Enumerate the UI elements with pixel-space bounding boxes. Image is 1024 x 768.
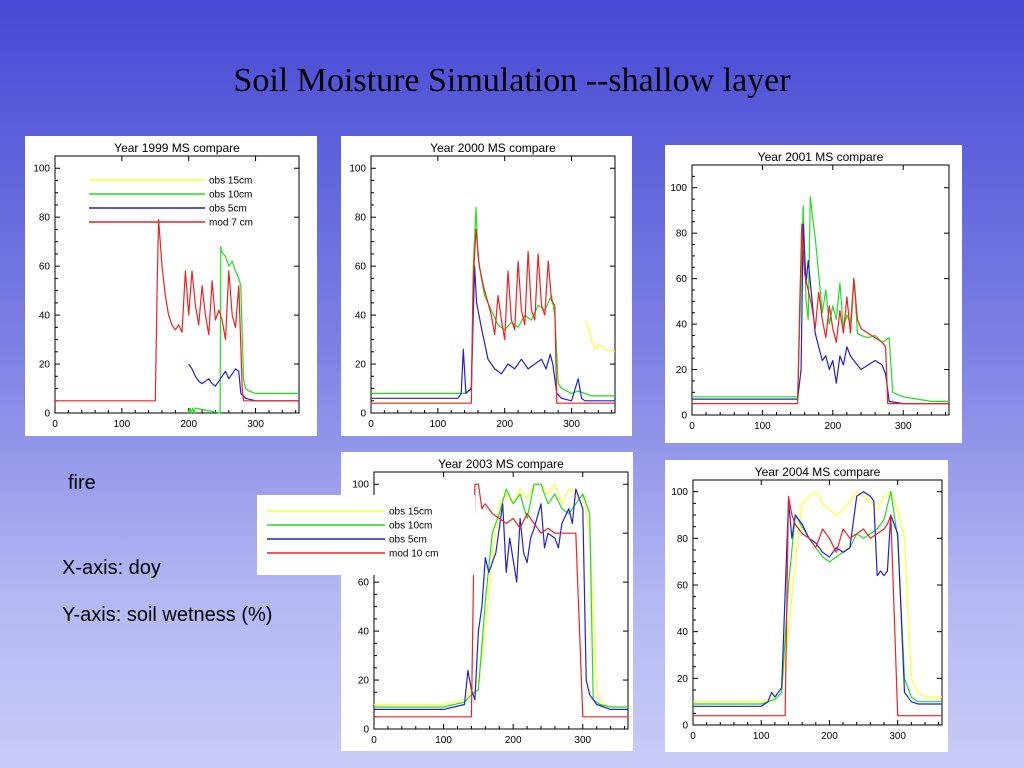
chart-title: Year 2001 MS compare — [758, 150, 884, 164]
x-tick-label: 0 — [371, 735, 377, 746]
note-fire: fire — [68, 472, 96, 494]
note-yaxis: Y-axis: soil wetness (%) — [62, 604, 273, 626]
y-tick-label: 100 — [671, 487, 688, 498]
legend-overlay-2003: obs 15cm obs 10cm obs 5cm mod 10 cm — [257, 495, 475, 575]
y-tick-label: 80 — [676, 229, 688, 240]
series-line-obs-5cm — [693, 491, 942, 707]
chart-panel-2001: Year 2001 MS compare 0 100 200 300 0 20 40 60 80 1… — [665, 145, 962, 443]
x-tick-label: 100 — [435, 735, 452, 746]
legend-label: mod 10 cm — [389, 549, 438, 560]
legend-label: mod 7 cm — [209, 218, 253, 229]
chart-panel-1999: Year 1999 MS compare 0 100 200 300 0 20 40 60 80 1… — [25, 136, 317, 436]
chart-svg-0: Year 1999 MS compare 0 100 200 300 0 20 40 60 80 1… — [33, 141, 300, 430]
x-tick-label: 0 — [368, 419, 374, 430]
series-line-mod — [692, 223, 949, 405]
x-tick-label: 300 — [889, 731, 906, 742]
y-tick-label: 80 — [677, 534, 689, 545]
y-tick-label: 0 — [682, 721, 688, 732]
series-line-obs-15cm — [584, 319, 616, 353]
chart-title: Year 1999 MS compare — [114, 141, 240, 155]
series-line-obs-5cm — [692, 223, 949, 405]
y-tick-label: 0 — [681, 411, 687, 422]
x-tick-label: 200 — [496, 419, 513, 430]
y-tick-label: 60 — [358, 578, 370, 589]
series-line-obs-10cm — [188, 245, 299, 414]
chart-svg-1: Year 2000 MS compare 0 100 200 300 0 20 40 60 80 1… — [349, 141, 616, 430]
x-tick-label: 200 — [505, 735, 522, 746]
legend-label: obs 15cm — [209, 176, 252, 187]
legend-label: obs 15cm — [389, 507, 432, 518]
x-tick-label: 100 — [753, 731, 770, 742]
x-tick-label: 200 — [180, 419, 197, 430]
series-line-obs-5cm — [371, 265, 615, 402]
chart-svg-4: Year 2004 MS compare 0 100 200 300 0 20 40 60 80 1… — [671, 465, 943, 742]
y-tick-label: 60 — [39, 262, 51, 273]
chart-title: Year 2004 MS compare — [755, 465, 881, 479]
y-tick-label: 0 — [44, 409, 50, 420]
legend-svg: obs 15cm obs 10cm obs 5cm mod 10 cm — [267, 507, 438, 560]
y-tick-label: 100 — [349, 164, 366, 175]
legend-label: obs 10cm — [389, 521, 432, 532]
x-tick-label: 200 — [824, 421, 841, 432]
y-tick-label: 0 — [360, 409, 366, 420]
y-tick-label: 60 — [676, 274, 688, 285]
chart-svg-3: Year 2003 MS compare01002003000204060801… — [352, 457, 629, 746]
x-tick-label: 100 — [754, 421, 771, 432]
plot-frame — [692, 479, 943, 726]
series-line-obs-10cm — [692, 196, 949, 402]
series-line-obs-15cm — [693, 491, 942, 703]
y-tick-label: 40 — [39, 311, 51, 322]
y-tick-label: 60 — [355, 262, 367, 273]
y-tick-label: 80 — [39, 213, 51, 224]
chart-title: Year 2000 MS compare — [430, 141, 556, 155]
y-tick-label: 40 — [677, 627, 689, 638]
x-tick-label: 0 — [689, 421, 695, 432]
chart-svg-2: Year 2001 MS compare 0 100 200 300 0 20 40 60 80 1… — [670, 150, 950, 432]
x-tick-label: 300 — [895, 421, 912, 432]
y-tick-label: 20 — [39, 360, 51, 371]
y-tick-label: 20 — [677, 674, 689, 685]
y-tick-label: 20 — [676, 365, 688, 376]
y-tick-label: 0 — [363, 725, 369, 736]
series-line-obs-5cm — [374, 488, 628, 710]
y-tick-label: 40 — [355, 311, 367, 322]
y-tick-label: 100 — [33, 164, 50, 175]
series-line-mod — [693, 495, 942, 717]
x-tick-label: 300 — [574, 735, 591, 746]
series-line-obs-15cm — [374, 483, 628, 708]
chart-title: Year 2003 MS compare — [438, 457, 564, 471]
series-line-obs-10cm — [693, 491, 942, 705]
legend-label: obs 10cm — [209, 190, 252, 201]
plot-frame — [373, 471, 629, 730]
chart-panel-2004: Year 2004 MS compare 0 100 200 300 0 20 40 60 80 1… — [665, 460, 948, 752]
series-line-obs-5cm — [188, 363, 299, 402]
y-tick-label: 40 — [676, 320, 688, 331]
legend-label: obs 5cm — [389, 535, 427, 546]
legend-label: obs 5cm — [209, 204, 247, 215]
y-tick-label: 20 — [355, 360, 367, 371]
series-line-mod-10-cm — [371, 228, 615, 404]
chart-panel-2000: Year 2000 MS compare 0 100 200 300 0 20 40 60 80 1… — [341, 136, 632, 436]
series-line-mod-7-cm — [55, 218, 299, 402]
note-xaxis: X-axis: doy — [62, 557, 161, 579]
x-tick-label: 100 — [430, 419, 447, 430]
y-tick-label: 100 — [670, 183, 687, 194]
x-tick-label: 200 — [821, 731, 838, 742]
plot-frame — [370, 155, 616, 414]
y-tick-label: 80 — [355, 213, 367, 224]
series-line-obs-10cm — [371, 206, 615, 397]
y-tick-label: 40 — [358, 627, 370, 638]
x-tick-label: 100 — [114, 419, 131, 430]
x-tick-label: 0 — [52, 419, 58, 430]
y-tick-label: 20 — [358, 676, 370, 687]
series-line-mod-10-cm — [374, 483, 628, 718]
x-tick-label: 0 — [690, 731, 696, 742]
plot-frame — [54, 155, 300, 414]
y-tick-label: 100 — [352, 480, 369, 491]
y-tick-label: 60 — [677, 581, 689, 592]
x-tick-label: 300 — [563, 419, 580, 430]
slide-title: Soil Moisture Simulation --shallow layer — [233, 62, 791, 99]
x-tick-label: 300 — [247, 419, 264, 430]
